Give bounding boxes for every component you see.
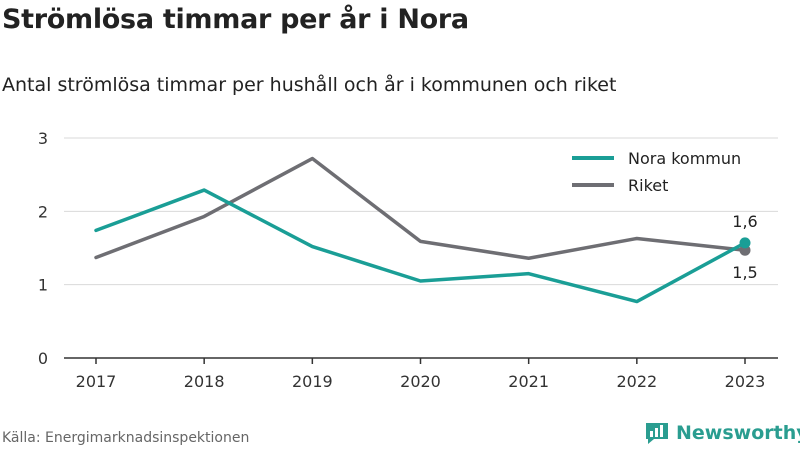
legend-label: Riket (628, 176, 668, 195)
x-tick-label: 2018 (184, 372, 225, 391)
x-tick-label: 2023 (725, 372, 766, 391)
y-tick-label: 1 (38, 276, 48, 295)
brand-logo[interactable]: Newsworthy (644, 421, 800, 445)
source-note: Källa: Energimarknadsinspektionen (2, 430, 250, 446)
chart-title: Strömlösa timmar per år i Nora (2, 4, 469, 35)
brand-name: Newsworthy (676, 422, 800, 444)
newsworthy-logo-icon (646, 423, 668, 444)
y-tick-label: 2 (38, 202, 48, 221)
chart-subtitle: Antal strömlösa timmar per hushåll och å… (2, 74, 617, 96)
series-line-nora-kommun (94, 188, 747, 304)
x-tick-label: 2020 (400, 372, 441, 391)
x-tick-label: 2022 (616, 372, 657, 391)
x-tick-label: 2019 (292, 372, 333, 391)
y-tick-label: 0 (38, 349, 48, 368)
y-tick-label: 3 (38, 129, 48, 148)
data-label-nora-kommun: 1,6 (732, 212, 757, 231)
series-line-riket (94, 156, 747, 261)
legend-label: Nora kommun (628, 149, 741, 168)
x-tick-label: 2017 (76, 372, 117, 391)
data-label-riket: 1,5 (732, 263, 757, 282)
x-tick-label: 2021 (508, 372, 549, 391)
end-point-nora-kommun (739, 237, 751, 249)
